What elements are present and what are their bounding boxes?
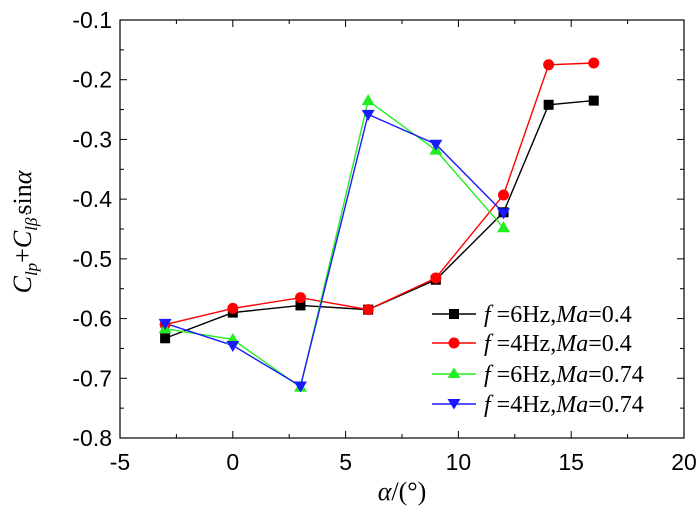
y-tick-label: -0.2 bbox=[72, 67, 112, 93]
data-point-3-2 bbox=[293, 381, 307, 393]
axis-ticks: -5 0 5 10 15 20 -0.8 -0.7 -0.6 -0.5 -0.4 -0.3 -0.2 -0… bbox=[72, 7, 696, 475]
y-tick-label: -0.1 bbox=[72, 7, 112, 33]
data-point-3-4 bbox=[429, 139, 443, 151]
data-point-1-2 bbox=[294, 292, 306, 304]
x-tick-label: 5 bbox=[339, 449, 352, 475]
y-tick-label: -0.4 bbox=[72, 186, 112, 212]
legend-marker-1 bbox=[448, 337, 460, 349]
legend-item-3: f =4Hz,Ma=0.74 bbox=[432, 392, 644, 418]
x-tick-label: 0 bbox=[226, 449, 239, 475]
data-point-0-6 bbox=[543, 99, 554, 110]
x-tick-label: 20 bbox=[671, 449, 697, 475]
y-tick-label: -0.6 bbox=[72, 306, 112, 332]
legend-label-2: f =6Hz,Ma=0.74 bbox=[484, 362, 644, 388]
data-point-1-7 bbox=[588, 57, 600, 69]
series-line-2 bbox=[165, 99, 505, 389]
data-point-1-6 bbox=[543, 59, 555, 71]
data-point-1-5 bbox=[498, 189, 510, 201]
legend-item-1: f =4Hz,Ma=0.4 bbox=[432, 331, 632, 357]
y-tick-label: -0.7 bbox=[72, 365, 112, 391]
legend-marker-3 bbox=[447, 399, 461, 410]
y-tick-label: -0.5 bbox=[72, 246, 112, 272]
legend-marker-0 bbox=[449, 309, 459, 319]
data-point-2-5 bbox=[497, 221, 511, 233]
series-line-1 bbox=[164, 62, 594, 326]
legend-marker-2 bbox=[447, 367, 461, 378]
legend-label-3: f =4Hz,Ma=0.74 bbox=[484, 392, 644, 418]
data-point-2-3 bbox=[361, 94, 375, 106]
data-point-3-5 bbox=[497, 208, 511, 220]
series-line-3 bbox=[164, 113, 505, 388]
data-point-3-0 bbox=[158, 318, 172, 330]
legend-item-0: f =6Hz,Ma=0.4 bbox=[432, 302, 632, 328]
y-tick-label: -0.3 bbox=[72, 126, 112, 152]
y-axis-title: Clp+Clβ̇sinα bbox=[8, 169, 41, 293]
data-point-0-7 bbox=[588, 95, 599, 106]
data-point-1-1 bbox=[227, 302, 239, 314]
data-point-3-1 bbox=[226, 340, 240, 352]
legend-item-2: f =6Hz,Ma=0.74 bbox=[432, 362, 644, 388]
data-point-1-4 bbox=[430, 272, 442, 284]
x-axis-title: α/(°) bbox=[378, 477, 427, 506]
data-point-3-3 bbox=[361, 109, 375, 121]
x-tick-label: -5 bbox=[110, 449, 130, 475]
y-tick-label: -0.8 bbox=[72, 425, 112, 451]
series-line-0 bbox=[164, 99, 594, 339]
x-tick-label: 10 bbox=[446, 449, 472, 475]
data-point-0-2 bbox=[295, 300, 306, 311]
series-group bbox=[158, 57, 600, 393]
data-point-1-3 bbox=[362, 304, 374, 316]
data-point-0-0 bbox=[160, 333, 171, 344]
legend-label-1: f =4Hz,Ma=0.4 bbox=[484, 331, 632, 357]
legend: f =6Hz,Ma=0.4 f =4Hz,Ma=0.4 f =6Hz,Ma=0.… bbox=[432, 302, 644, 418]
legend-label-0: f =6Hz,Ma=0.4 bbox=[484, 302, 632, 328]
x-tick-label: 15 bbox=[558, 449, 584, 475]
